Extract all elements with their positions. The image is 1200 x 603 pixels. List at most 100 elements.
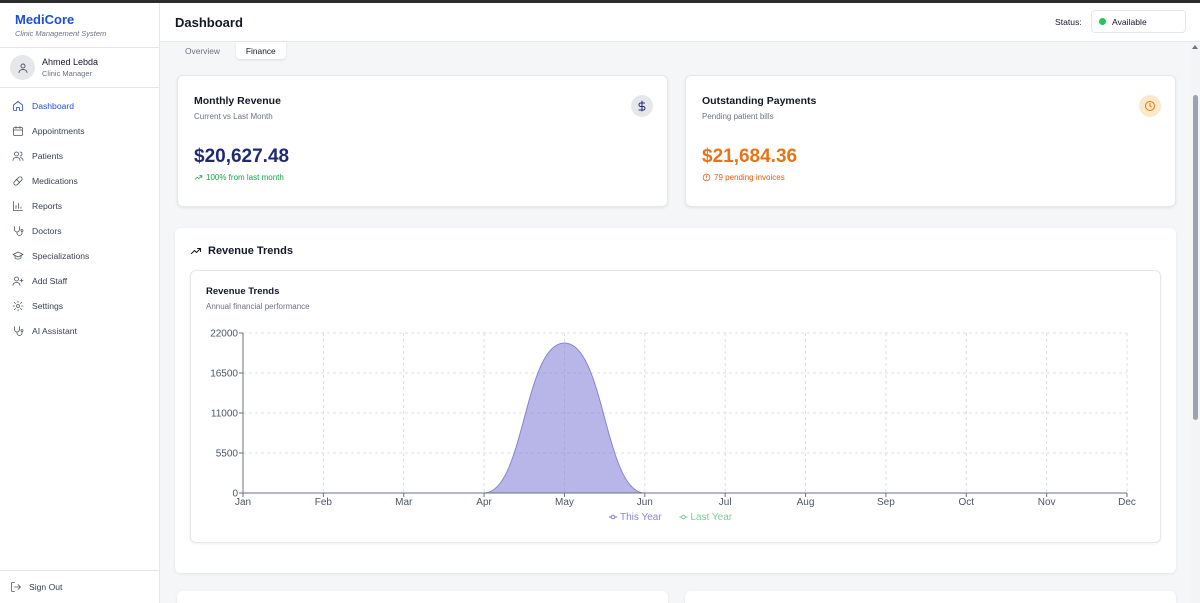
sidebar-item-label: Add Staff [32, 275, 68, 286]
avatar [10, 55, 35, 80]
brand: MediCore Clinic Management System [0, 3, 159, 48]
sidebar-item-label: Appointments [32, 125, 85, 136]
legend-label: Last Year [690, 512, 732, 523]
users-icon [12, 151, 24, 161]
dashboard-tabs: Overview Finance [175, 42, 298, 59]
section-title: Revenue Trends [190, 245, 293, 257]
legend-label: This Year [620, 512, 662, 523]
gear-icon [12, 300, 24, 311]
legend-swatch-dot [610, 514, 616, 520]
series-area-0 [243, 342, 1127, 493]
sidebar-item-appointments[interactable]: Appointments [0, 118, 159, 143]
sidebar-item-specializations[interactable]: Specializations [0, 243, 159, 268]
sidebar-item-ai-assistant[interactable]: AI Assistant [0, 318, 159, 343]
sidebar-item-label: Patients [32, 150, 64, 161]
outstanding-payments-card: Outstanding Payments Pending patient bil… [685, 75, 1176, 207]
y-tick-label: 22000 [210, 329, 238, 340]
sign-out-button[interactable]: Sign Out [0, 570, 159, 603]
clock-icon [1139, 95, 1161, 117]
sidebar-nav: Dashboard Appointments Patients Medicati… [0, 88, 159, 343]
card-subtitle: Current vs Last Month [194, 112, 273, 121]
sidebar: MediCore Clinic Management System Ahmed … [0, 3, 160, 603]
user-profile[interactable]: Ahmed Lebda Clinic Manager [0, 48, 159, 88]
user-name: Ahmed Lebda [42, 57, 99, 67]
tab-overview[interactable]: Overview [185, 45, 220, 56]
scroll-up-arrow-icon[interactable] [1192, 45, 1198, 49]
y-tick-label: 0 [232, 489, 238, 500]
chart-subtitle: Annual financial performance [206, 302, 310, 311]
sidebar-item-doctors[interactable]: Doctors [0, 218, 159, 243]
graduation-cap-icon [12, 251, 24, 260]
top-header: Dashboard Status: Available [160, 3, 1200, 42]
x-tick-label: Dec [1118, 497, 1136, 508]
revenue-area-chart: 0 5500 11000 16500 22000 Jan Feb Mar Apr May Jun Ju… [210, 329, 1136, 524]
pending-invoices: 79 pending invoices [702, 173, 785, 182]
x-tick-label: Jan [235, 497, 251, 508]
card-subtitle: Pending patient bills [702, 112, 774, 121]
x-tick-label: Mar [395, 497, 413, 508]
pill-icon [13, 175, 23, 186]
x-tick-label: Sep [877, 497, 895, 508]
outstanding-value: $21,684.36 [702, 146, 798, 167]
sidebar-item-label: Dashboard [32, 100, 75, 111]
x-tick-label: Aug [797, 497, 815, 508]
scroll-thumb[interactable] [1193, 95, 1198, 420]
app-name: MediCore [15, 12, 75, 27]
chart-title: Revenue Trends [206, 286, 280, 297]
lower-card-left [177, 591, 668, 603]
revenue-change: 100% from last month [194, 173, 284, 182]
user-role: Clinic Manager [42, 69, 93, 78]
status-select[interactable]: Available [1091, 10, 1186, 33]
x-tick-label: May [555, 497, 574, 508]
x-tick-label: Nov [1038, 497, 1056, 508]
sidebar-item-settings[interactable]: Settings [0, 293, 159, 318]
y-tick-label: 5500 [216, 449, 239, 460]
sidebar-item-label: Doctors [32, 225, 62, 236]
sidebar-item-label: Settings [32, 300, 64, 311]
sidebar-item-patients[interactable]: Patients [0, 143, 159, 168]
window-top-border [0, 0, 1200, 3]
page-title: Dashboard [175, 15, 243, 30]
x-tick-label: Oct [958, 497, 974, 508]
trending-up-icon [194, 175, 203, 180]
sidebar-item-reports[interactable]: Reports [0, 193, 159, 218]
sidebar-item-label: Specializations [32, 250, 90, 261]
section-title-text: Revenue Trends [208, 245, 293, 257]
pending-invoices-text: 79 pending invoices [714, 173, 785, 182]
sidebar-item-label: AI Assistant [32, 325, 77, 336]
lower-card-right [685, 591, 1176, 603]
revenue-value: $20,627.48 [194, 146, 290, 167]
tab-finance[interactable]: Finance [235, 42, 286, 59]
sidebar-item-dashboard[interactable]: Dashboard [0, 93, 159, 118]
user-plus-icon [12, 276, 24, 286]
calendar-icon [13, 125, 23, 136]
sidebar-item-add-staff[interactable]: Add Staff [0, 268, 159, 293]
bar-chart-icon [13, 200, 23, 211]
home-icon [13, 100, 23, 111]
stethoscope-icon [14, 325, 24, 336]
status-value: Available [1112, 16, 1147, 27]
page-scrollbar[interactable] [1190, 43, 1200, 603]
revenue-trends-section: Revenue Trends Revenue Trends Annual fin… [175, 228, 1176, 573]
y-tick-label: 11000 [211, 409, 239, 420]
status-label: Status: [1055, 17, 1082, 27]
status-dot [1099, 18, 1106, 25]
user-icon [18, 63, 27, 73]
y-tick-label: 16500 [210, 369, 238, 380]
monthly-revenue-card: Monthly Revenue Current vs Last Month $2… [177, 75, 668, 207]
sidebar-item-label: Reports [32, 200, 63, 211]
series-line-0 [243, 342, 1127, 494]
revenue-chart-card: Revenue Trends Annual financial performa… [190, 270, 1161, 543]
sidebar-item-medications[interactable]: Medications [0, 168, 159, 193]
stethoscope-icon [14, 225, 24, 236]
card-title: Outstanding Payments [702, 95, 817, 107]
card-title: Monthly Revenue [194, 95, 281, 107]
x-tick-label: Jun [637, 497, 653, 508]
x-tick-label: Feb [315, 497, 333, 508]
sidebar-item-label: Medications [32, 175, 78, 186]
dollar-icon [631, 95, 653, 117]
revenue-change-text: 100% from last month [206, 173, 284, 182]
x-tick-label: Apr [476, 497, 492, 508]
x-tick-label: Jul [719, 497, 732, 508]
alert-circle-icon [702, 173, 711, 182]
